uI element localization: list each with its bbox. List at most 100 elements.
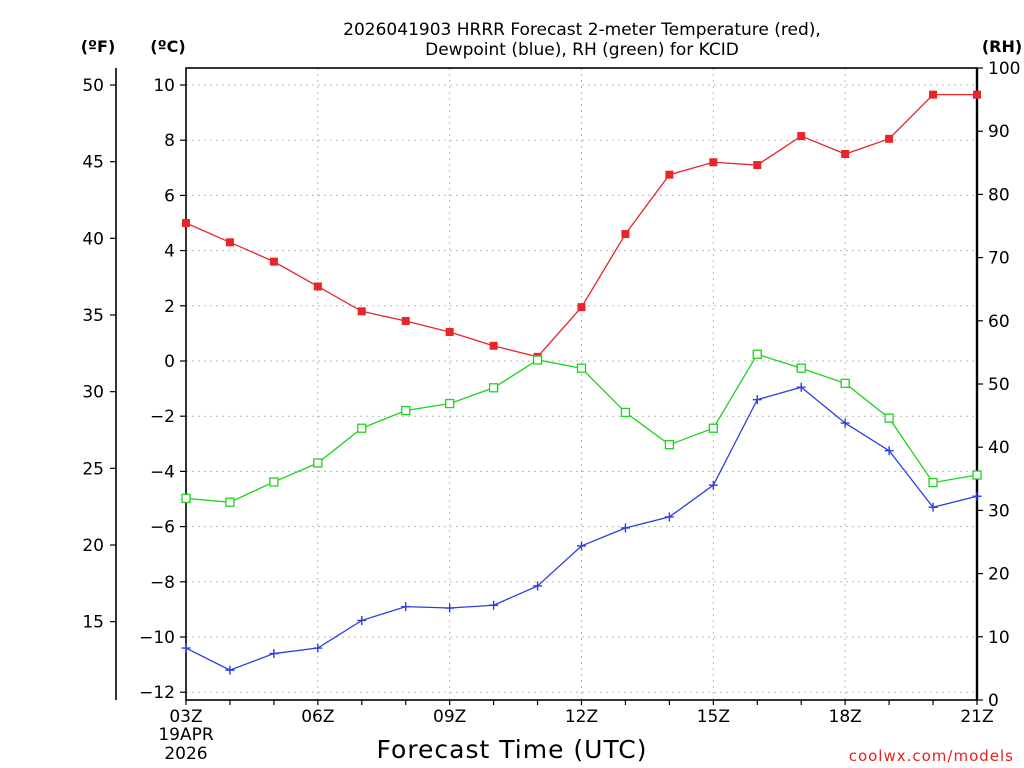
data-point [181,643,191,653]
chart-title-line-1: 2026041903 HRRR Forecast 2-meter Tempera… [343,20,821,40]
data-point [489,341,498,350]
rh-tick-label: 80 [988,185,1010,205]
data-point [577,303,586,312]
data-point [708,423,718,433]
celsius-tick-label: 4 [164,242,175,262]
data-point [445,328,454,337]
date-label-day: 19APR [158,725,214,745]
data-point [752,349,762,359]
data-point [884,446,894,456]
fahrenheit-tick-label: 30 [82,383,104,403]
data-point [796,363,806,373]
data-series [181,90,982,675]
fahrenheit-tick-label: 40 [82,229,104,249]
data-point [884,413,894,423]
data-point [445,603,455,613]
fahrenheit-tick-label: 50 [82,76,104,96]
fahrenheit-tick-label: 25 [82,459,104,479]
data-point [928,477,938,488]
celsius-tick-label: −8 [150,573,175,593]
date-label-year: 2026 [164,744,207,764]
data-point [401,405,411,416]
data-point [225,665,235,675]
data-point [840,378,850,389]
data-point [182,219,190,227]
rh-tick-label: 30 [988,501,1010,521]
data-point [313,282,322,291]
data-point [269,477,279,487]
celsius-tick-label: −10 [139,628,175,648]
x-tick-label: 06Z [301,707,334,727]
x-tick-label: 12Z [565,707,598,727]
rh-tick-label: 90 [988,122,1010,142]
fahrenheit-tick-label: 45 [82,153,104,173]
data-point [576,363,587,373]
data-point [269,257,278,266]
x-tick-label: 09Z [433,707,466,727]
x-tick-label: 18Z [829,707,862,727]
data-point [488,383,499,393]
celsius-tick-label: −6 [150,518,175,538]
grid-lines [186,68,977,700]
series-dewpoint [181,382,982,675]
celsius-tick-label: −4 [150,462,175,482]
data-point [929,90,938,99]
data-point [972,491,982,501]
rh-tick-label: 60 [988,312,1010,332]
axes [110,67,983,705]
data-point [840,418,850,428]
x-tick-label: 15Z [697,707,730,727]
data-point [972,470,982,480]
data-point [225,497,235,507]
data-point [621,230,630,239]
rh-tick-label: 10 [988,628,1010,648]
rh-unit-label: (RH) [982,37,1022,56]
data-point [620,407,631,418]
x-tick-label: 03Z [169,707,202,727]
data-point [313,458,323,468]
celsius-tick-label: 6 [164,186,175,206]
data-point [445,398,455,409]
chart-title-line-2: Dewpoint (blue), RH (green) for KCID [425,40,739,60]
data-point [664,512,674,522]
data-point [928,502,938,512]
rh-tick-label: 40 [988,438,1010,458]
fahrenheit-tick-label: 35 [82,306,104,326]
data-point [709,158,718,167]
celsius-tick-label: −2 [150,407,175,427]
celsius-tick-label: −12 [139,683,175,703]
data-point [885,134,894,143]
credit-text: coolwx.com/models [849,747,1014,765]
celsius-unit-label: (ºC) [150,37,185,56]
rh-tick-label: 20 [988,565,1010,585]
series-rh [181,349,982,507]
data-point [620,523,630,533]
rh-tick-label: 70 [988,249,1010,269]
data-point [753,161,762,170]
data-point [489,600,499,610]
data-point [841,150,850,158]
data-point [357,615,367,625]
data-point [269,649,279,659]
plot-frame [185,67,978,701]
rh-tick-label: 0 [988,691,999,711]
data-point [225,238,234,247]
data-point [752,395,762,405]
data-point [664,440,675,450]
data-point [577,541,586,551]
x-tick-label: 21Z [960,707,993,727]
data-point [665,170,674,179]
data-point [401,316,410,325]
data-point [401,602,411,612]
fahrenheit-tick-label: 20 [82,536,104,556]
tick-labels: 1086420−2−4−6−8−10−125045403530252015100… [82,59,1020,727]
data-point [357,423,367,433]
data-point [708,480,718,490]
data-point [313,643,323,653]
data-point [181,493,191,504]
data-point [973,90,981,99]
rh-tick-label: 100 [988,59,1020,79]
data-point [797,132,806,141]
celsius-tick-label: 10 [153,76,175,96]
